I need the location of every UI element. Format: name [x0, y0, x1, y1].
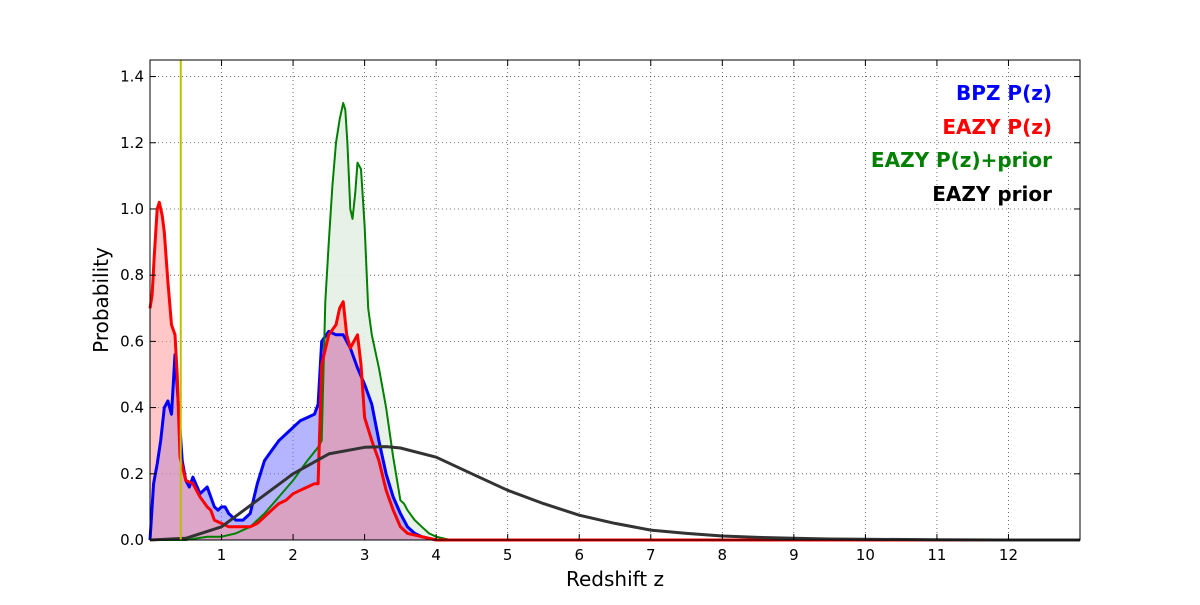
x-tick-label-1: 2 [288, 546, 298, 564]
y-tick-label-2: 0.4 [120, 399, 144, 417]
y-tick-label-3: 0.6 [120, 332, 144, 350]
x-tick-label-2: 3 [360, 546, 370, 564]
series-fill-1 [150, 202, 1080, 541]
axes-layer: 1 2 3 4 5 6 7 8 9 10 11 120.00.20.40.60.81.01.21.4 [120, 59, 1081, 564]
series-fill-2 [150, 103, 1080, 540]
line-layer [148, 60, 1080, 542]
series-line-1 [148, 200, 1080, 542]
y-tick-label-0: 0.0 [120, 531, 144, 549]
legend-entry-0: BPZ P(z) [956, 81, 1052, 105]
y-axis-label: Probability [89, 247, 113, 353]
x-tick-label-11: 12 [999, 546, 1018, 564]
x-axis-label: Redshift z [566, 567, 664, 591]
legend-entry-2: EAZY P(z)+prior [871, 148, 1052, 172]
series-line-3 [149, 445, 1080, 542]
legend-entry-1: EAZY P(z) [942, 115, 1052, 139]
x-tick-label-10: 11 [927, 546, 946, 564]
fill-layer [150, 103, 1080, 541]
legend-entry-3: EAZY prior [932, 182, 1052, 206]
y-tick-label-6: 1.2 [120, 134, 144, 152]
x-tick-label-7: 8 [718, 546, 728, 564]
x-tick-label-4: 5 [503, 546, 513, 564]
x-tick-label-5: 6 [574, 546, 584, 564]
y-tick-label-1: 0.2 [120, 465, 144, 483]
x-tick-label-8: 9 [789, 546, 799, 564]
x-tick-label-3: 4 [431, 546, 441, 564]
legend: BPZ P(z) EAZY P(z) EAZY P(z)+prior EAZY pri… [871, 81, 1052, 206]
x-tick-label-9: 10 [856, 546, 875, 564]
grid-layer [150, 60, 1080, 541]
y-tick-label-5: 1.0 [120, 200, 144, 218]
plot-frame [149, 59, 1081, 541]
y-tick-label-4: 0.8 [120, 266, 144, 284]
series-line-2 [150, 102, 1080, 541]
y-tick-label-7: 1.4 [120, 68, 144, 86]
x-tick-label-0: 1 [217, 546, 227, 564]
x-tick-label-6: 7 [646, 546, 656, 564]
